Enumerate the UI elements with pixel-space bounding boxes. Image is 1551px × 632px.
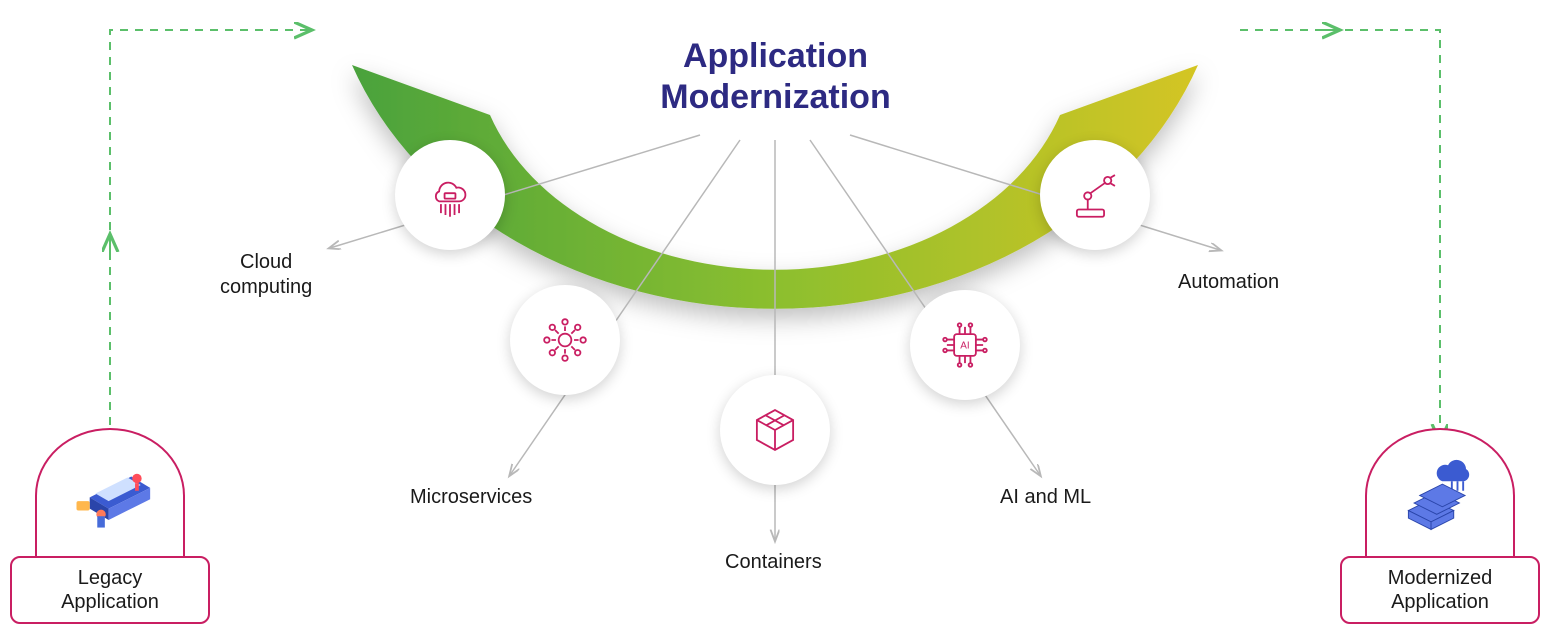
- endpoint-legacy: Legacy Application: [10, 428, 210, 624]
- tech-node-cloud: [395, 140, 505, 250]
- ai-chip-icon: AI: [936, 316, 994, 374]
- tech-label-automation: Automation: [1178, 270, 1279, 295]
- diagram-title: Application Modernization: [660, 36, 890, 118]
- robot-arm-icon: [1066, 166, 1124, 224]
- legacy-app-illustration: [35, 428, 185, 558]
- tech-node-automation: [1040, 140, 1150, 250]
- microservices-icon: [536, 311, 594, 369]
- container-icon: [746, 401, 804, 459]
- endpoint-modernized-label: Modernized Application: [1340, 556, 1540, 624]
- cloud-compute-icon: [421, 166, 479, 224]
- tech-node-aiml: AI: [910, 290, 1020, 400]
- tech-label-microservices: Microservices: [410, 485, 532, 510]
- tech-label-containers: Containers: [725, 550, 822, 575]
- tech-node-microservices: [510, 285, 620, 395]
- modern-app-icon: [1393, 452, 1488, 537]
- legacy-app-icon: [63, 452, 158, 537]
- tech-label-aiml: AI and ML: [1000, 485, 1091, 510]
- svg-text:AI: AI: [960, 341, 969, 352]
- endpoint-modernized: Modernized Application: [1340, 428, 1540, 624]
- modern-app-illustration: [1365, 428, 1515, 558]
- tech-node-containers: [720, 375, 830, 485]
- tech-label-cloud: Cloud computing: [220, 250, 312, 300]
- endpoint-legacy-label: Legacy Application: [10, 556, 210, 624]
